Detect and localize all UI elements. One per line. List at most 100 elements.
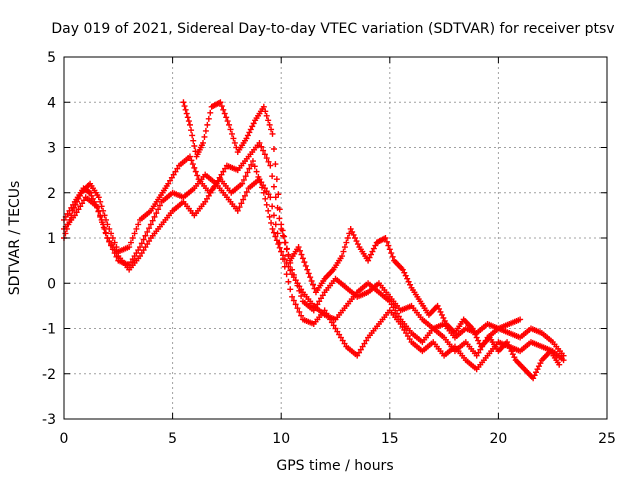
data-point [239,180,246,187]
x-tick-label: 10 [272,431,290,447]
data-point [402,272,409,279]
data-point [144,241,151,248]
data-point [174,165,181,172]
data-point [95,208,102,215]
data-point [403,330,410,337]
data-point [97,198,104,205]
data-point [275,191,282,198]
data-point [347,225,354,232]
data-point [406,336,413,343]
data-point [294,280,301,287]
data-point [135,221,142,228]
data-point [249,158,256,165]
data-point [336,331,343,338]
data-point [135,247,142,254]
data-point [354,241,361,248]
data-point [386,298,393,305]
data-point [318,295,325,302]
data-point [280,232,287,239]
data-point [76,192,83,199]
data-point [556,361,563,368]
data-point [298,312,305,319]
data-point [138,250,145,257]
data-point [517,316,524,323]
y-tick-label: 2 [47,186,56,202]
data-point [339,253,346,260]
data-point [88,192,95,199]
data-point [71,204,78,211]
data-point [168,174,175,181]
data-point [278,221,285,228]
data-point [191,164,198,171]
data-point [281,233,288,240]
data-point [75,195,82,202]
data-point [218,171,225,178]
data-point [438,311,445,318]
data-point [383,238,390,245]
y-axis-label: SDTVAR / TECUs [7,181,23,296]
data-point [285,251,292,258]
data-point [295,244,302,251]
data-point [505,342,512,349]
data-point [258,179,265,186]
data-point [475,337,482,344]
data-point [220,106,227,113]
data-point [404,333,411,340]
data-point [386,246,393,253]
data-point [242,173,249,180]
data-point [509,351,516,358]
data-point [104,221,111,228]
data-point [265,117,272,124]
data-point [282,239,289,246]
y-tick-label: 5 [47,50,56,66]
data-point [530,375,537,382]
data-point [472,331,479,338]
series-track-2 [61,153,567,359]
data-point [144,228,151,235]
data-point [370,245,377,252]
data-point [142,244,149,251]
data-point [272,221,279,228]
series-track-3 [61,176,567,373]
data-point [217,99,224,106]
x-tick-label: 0 [60,431,69,447]
data-point [407,281,414,288]
data-point [263,201,270,208]
data-point [247,126,254,133]
data-point [399,266,406,273]
data-point [188,127,195,134]
data-point [113,250,120,257]
data-point [274,230,281,237]
data-point [394,310,401,317]
data-point [146,225,153,232]
data-point [270,229,277,236]
data-point [261,185,268,192]
data-point [126,244,133,251]
y-tick-label: 0 [47,276,56,292]
data-point [190,137,197,144]
series-track-4 [180,99,563,382]
chart-title: Day 019 of 2021, Sidereal Day-to-day VTE… [51,21,614,37]
data-point [244,132,251,139]
data-point [151,213,158,220]
data-point [353,238,360,245]
x-tick-label: 20 [489,431,507,447]
data-point [401,269,408,276]
data-point [299,255,306,262]
data-point [388,301,395,308]
data-point [146,238,153,245]
data-point [352,235,359,241]
data-point [155,206,162,213]
data-point [194,172,201,179]
data-point [191,142,198,149]
data-point [265,207,272,214]
data-point [69,207,76,214]
x-tick-label: 5 [168,431,177,447]
x-tick-label: 25 [598,431,616,447]
data-point [222,165,229,172]
data-point [307,274,314,281]
data-point [365,257,372,264]
data-point [297,247,304,254]
data-point [127,239,134,246]
